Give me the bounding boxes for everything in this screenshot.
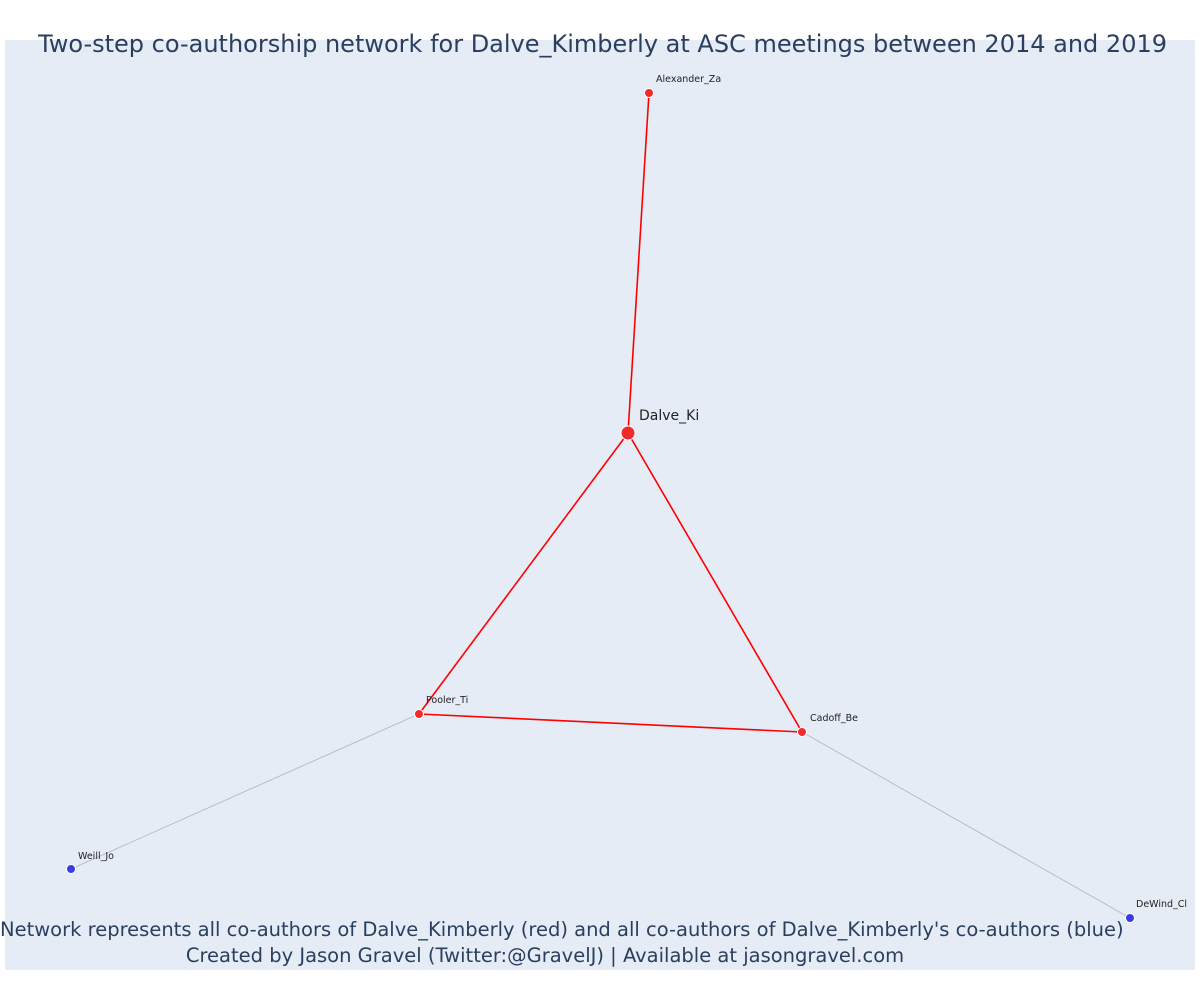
node-label-Pooler_Ti: Pooler_Ti (426, 695, 468, 706)
node-Dalve_Ki[interactable] (620, 425, 636, 441)
edge-Dalve_Ki-Alexander_Za (627, 92, 650, 434)
edge-Dalve_Ki-Cadoff_Be (627, 432, 803, 733)
node-Cadoff_Be[interactable] (797, 727, 807, 737)
caption-line-1: Network represents all co-authors of Dal… (0, 918, 1124, 941)
node-label-DeWind_Cl: DeWind_Cl (1136, 899, 1187, 910)
edges-layer (70, 92, 1131, 919)
node-Pooler_Ti[interactable] (414, 709, 424, 719)
node-Weill_Jo[interactable] (66, 864, 76, 874)
node-DeWind_Cl[interactable] (1125, 913, 1135, 923)
node-Alexander_Za[interactable] (644, 88, 654, 98)
labels-layer: Dalve_Ki Alexander_Za Pooler_Ti Cadoff_Be We… (78, 74, 1187, 910)
nodes-layer (66, 88, 1135, 923)
edge-Cadoff_Be-DeWind_Cl (801, 731, 1131, 919)
node-label-Dalve_Ki: Dalve_Ki (639, 408, 699, 424)
node-label-Weill_Jo: Weill_Jo (78, 851, 114, 862)
caption-line-2: Created by Jason Gravel (Twitter:@Gravel… (185, 944, 905, 967)
plot-area (5, 40, 1195, 970)
edge-Pooler_Ti-Weill_Jo (70, 713, 420, 870)
chart-title: Two-step co-authorship network for Dalve… (38, 30, 1167, 58)
node-label-Alexander_Za: Alexander_Za (656, 74, 721, 85)
edge-Pooler_Ti-Cadoff_Be (418, 713, 803, 733)
node-label-Cadoff_Be: Cadoff_Be (810, 713, 858, 724)
edge-Dalve_Ki-Pooler_Ti (418, 432, 629, 715)
